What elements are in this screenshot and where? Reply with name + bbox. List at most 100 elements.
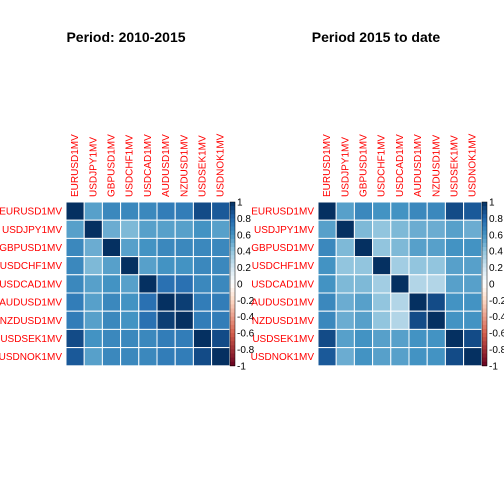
heatmap-cell bbox=[138, 274, 158, 294]
heatmap-cell bbox=[120, 310, 140, 330]
colorbar-tick-label: 0.4 bbox=[489, 247, 503, 258]
colorbar-tick-label: 0.6 bbox=[489, 230, 503, 241]
colorbar-segment bbox=[482, 206, 487, 211]
row-label: GBPUSD1MV bbox=[251, 243, 314, 254]
heatmap-cell bbox=[83, 219, 103, 239]
colorbar-segment bbox=[230, 259, 235, 264]
heatmap-cell bbox=[408, 237, 428, 258]
heatmap-cell bbox=[174, 347, 194, 367]
column-label: USDSEK1MV bbox=[198, 135, 209, 197]
heatmap-cell bbox=[335, 237, 355, 258]
colorbar-segment bbox=[482, 230, 487, 236]
heatmap-cell bbox=[156, 274, 176, 294]
column-label: EURUSD1MV bbox=[322, 134, 333, 197]
heatmap-cell bbox=[156, 237, 176, 258]
colorbar-segment bbox=[482, 349, 487, 354]
heatmap-cell bbox=[372, 274, 392, 294]
heatmap-cell bbox=[390, 328, 410, 349]
colorbar-segment bbox=[482, 234, 487, 240]
heatmap-cell bbox=[174, 310, 194, 330]
colorbar-segment bbox=[230, 226, 235, 232]
heatmap-cell bbox=[335, 219, 355, 239]
colorbar-segment bbox=[230, 206, 235, 211]
heatmap-cell bbox=[426, 219, 446, 239]
heatmap-cell bbox=[463, 328, 483, 349]
colorbar-segment bbox=[230, 255, 235, 260]
colorbar-segment bbox=[230, 214, 235, 219]
chart-title: Period: 2010-2015 bbox=[66, 29, 185, 45]
heatmap-cell bbox=[408, 292, 428, 312]
colorbar-segment bbox=[230, 263, 235, 268]
heatmap-cell bbox=[211, 237, 231, 258]
row-label: EURUSD1MV bbox=[251, 207, 314, 218]
heatmap-cell bbox=[101, 347, 122, 367]
column-label: NZDUSD1MV bbox=[179, 134, 190, 197]
colorbar-segment bbox=[482, 287, 487, 293]
heatmap-cell bbox=[353, 274, 374, 294]
colorbar-segment bbox=[482, 353, 487, 359]
heatmap-cell bbox=[211, 292, 231, 312]
colorbar-segment bbox=[482, 242, 487, 248]
heatmap-cell bbox=[65, 201, 85, 221]
heatmap-cell bbox=[372, 310, 392, 330]
colorbar-segment bbox=[482, 263, 487, 268]
colorbar-segment bbox=[482, 267, 487, 273]
heatmap-cell bbox=[101, 328, 122, 349]
heatmap-cell bbox=[101, 219, 122, 239]
colorbar-segment bbox=[230, 316, 235, 322]
heatmap-cell bbox=[463, 274, 483, 294]
heatmap-cell bbox=[317, 274, 337, 294]
heatmap-cell bbox=[192, 256, 213, 276]
heatmap-cell bbox=[65, 256, 85, 276]
heatmap-cell bbox=[390, 219, 410, 239]
colorbar-segment bbox=[482, 283, 487, 289]
row-label: USDNOK1MV bbox=[0, 352, 62, 363]
colorbar-segment bbox=[482, 304, 487, 309]
row-label: NZDUSD1MV bbox=[0, 316, 62, 327]
heatmap-cell bbox=[353, 201, 374, 221]
heatmap-panel-2010-2015: Period: 2010-2015 EURUSD1MV USDJPY1MV GBPU… bbox=[0, 29, 255, 372]
heatmap-cell bbox=[156, 310, 176, 330]
colorbar-segment bbox=[482, 316, 487, 322]
row-label: EURUSD1MV bbox=[0, 207, 62, 218]
colorbar-segment bbox=[482, 345, 487, 350]
column-label: USDJPY1MV bbox=[88, 137, 99, 197]
heatmap-cell bbox=[156, 328, 176, 349]
colorbar-tick-label: -0.6 bbox=[489, 329, 504, 340]
colorbar-segment bbox=[482, 312, 487, 318]
colorbar-segment bbox=[482, 308, 487, 313]
heatmap-cell bbox=[156, 256, 176, 276]
colorbar-segment bbox=[230, 279, 235, 285]
colorbar-segment bbox=[230, 333, 235, 338]
heatmap-cell bbox=[390, 256, 410, 276]
colorbar-segment bbox=[230, 251, 235, 256]
heatmap-cell bbox=[101, 256, 122, 276]
heatmap-cell bbox=[192, 310, 213, 330]
heatmap-cell bbox=[138, 292, 158, 312]
colorbar-segment bbox=[482, 275, 487, 281]
heatmap-cell bbox=[426, 310, 446, 330]
row-label: USDCHF1MV bbox=[252, 261, 315, 272]
heatmap-cell bbox=[372, 328, 392, 349]
heatmap-cell bbox=[174, 256, 194, 276]
colorbar-segment bbox=[230, 328, 235, 334]
heatmap-cell bbox=[65, 237, 85, 258]
heatmap-cell bbox=[444, 292, 465, 312]
column-label: USDCHF1MV bbox=[125, 134, 136, 197]
heatmap-cell bbox=[120, 237, 140, 258]
column-label: USDNOK1MV bbox=[468, 133, 479, 197]
colorbar-tick-label: -0.2 bbox=[237, 296, 255, 307]
heatmap-cell bbox=[192, 328, 213, 349]
heatmap-cell bbox=[372, 256, 392, 276]
chart-title: Period 2015 to date bbox=[312, 29, 441, 45]
column-label: USDNOK1MV bbox=[216, 133, 227, 197]
row-label: USDJPY1MV bbox=[254, 225, 314, 236]
heatmap-cell bbox=[408, 201, 428, 221]
heatmap-cell bbox=[120, 274, 140, 294]
colorbar-segment bbox=[230, 242, 235, 248]
colorbar-segment bbox=[482, 218, 487, 223]
heatmap-cell bbox=[372, 237, 392, 258]
heatmap-cell bbox=[463, 347, 483, 367]
heatmap-cell bbox=[317, 292, 337, 312]
